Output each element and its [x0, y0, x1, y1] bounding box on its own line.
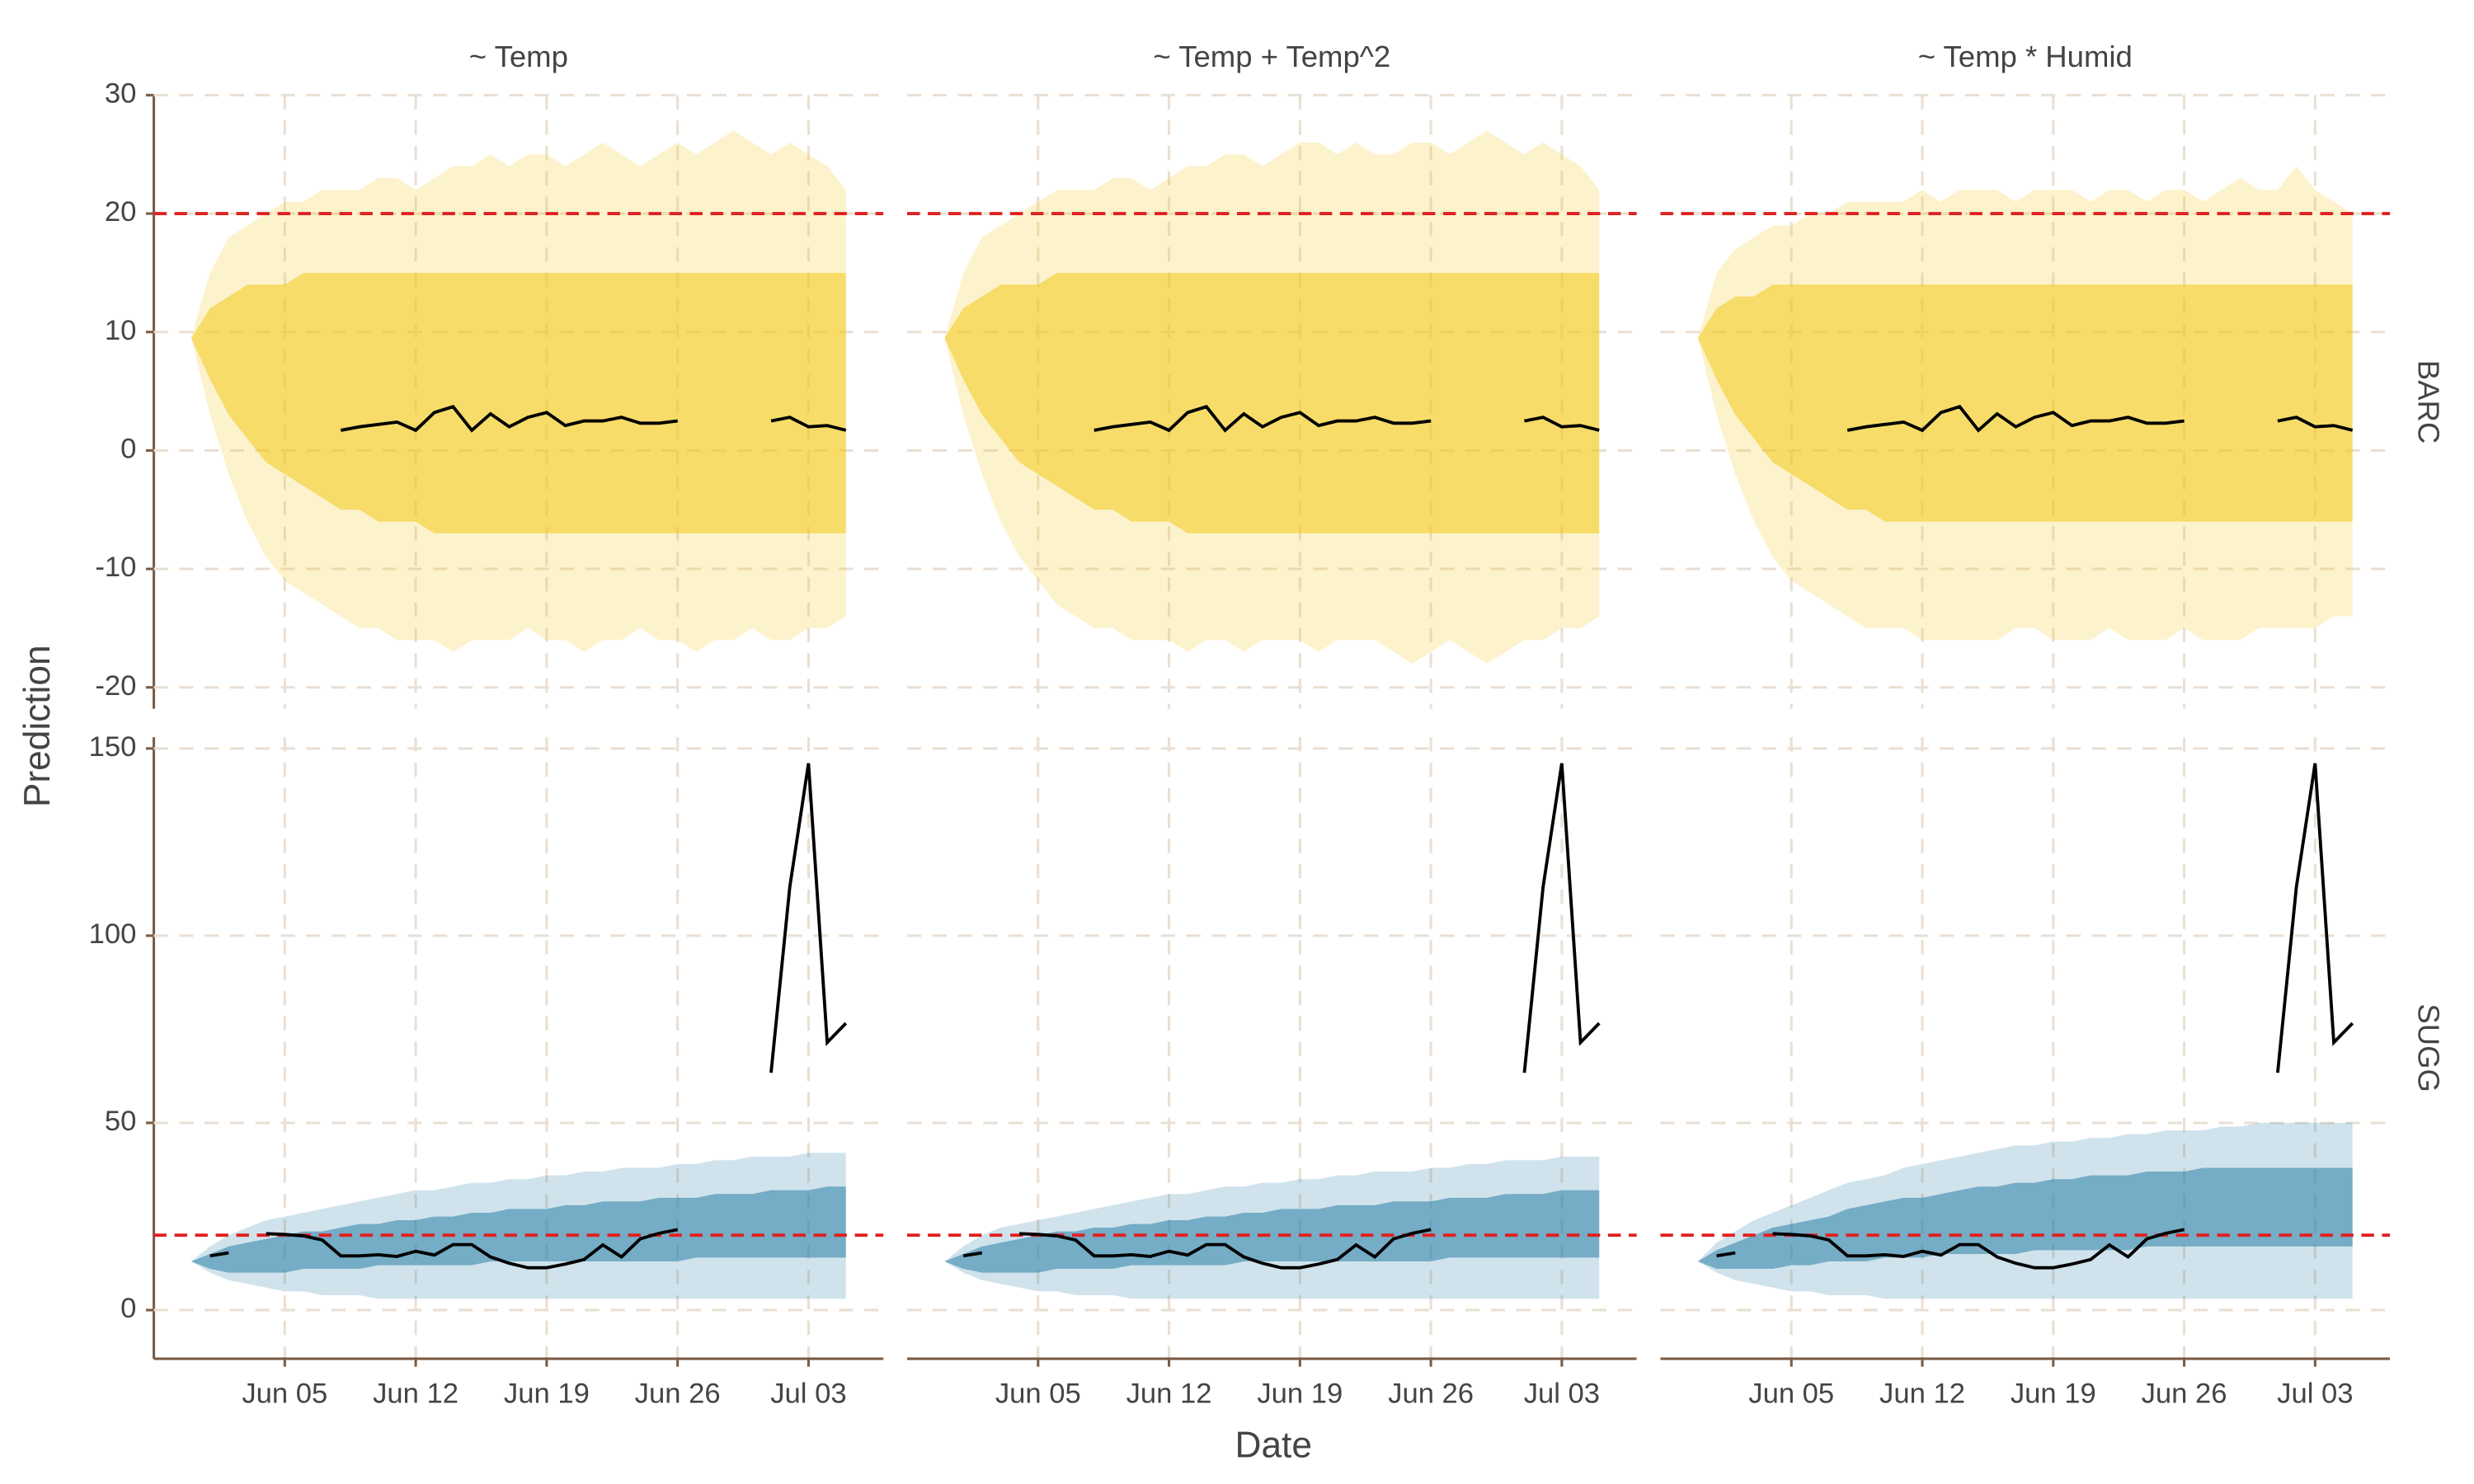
x-tick-label: Jun 26 — [1388, 1378, 1474, 1409]
y-tick-label: -20 — [95, 670, 136, 702]
y-tick-label: 0 — [120, 1293, 136, 1324]
y-tick-label: 0 — [120, 434, 136, 465]
y-tick-label: 100 — [89, 918, 137, 950]
observed-line — [1716, 763, 2354, 1270]
x-tick-label: Jul 03 — [2277, 1378, 2353, 1409]
observed-line — [1094, 405, 1600, 433]
y-tick-label: 20 — [105, 196, 137, 228]
facet-row-label: SUGG — [2412, 1003, 2446, 1092]
x-axis-label: Date — [1235, 1425, 1312, 1465]
x-tick-label: Jun 12 — [1879, 1378, 1965, 1409]
x-tick-label: Jun 26 — [2142, 1378, 2227, 1409]
ensemble-band — [190, 272, 846, 533]
x-tick-label: Jul 03 — [1524, 1378, 1600, 1409]
x-tick-label: Jun 12 — [1126, 1378, 1212, 1409]
x-tick-label: Jun 19 — [504, 1378, 590, 1409]
facet-title: ~ Temp + Temp^2 — [1153, 40, 1390, 73]
observed-line — [209, 763, 848, 1270]
x-tick-label: Jun 05 — [242, 1378, 327, 1409]
y-tick-label: 10 — [105, 315, 137, 346]
y-tick-label: 50 — [105, 1106, 137, 1137]
x-tick-label: Jun 19 — [1257, 1378, 1343, 1409]
ensemble-band — [1697, 1167, 2353, 1270]
y-tick-label: 30 — [105, 78, 137, 110]
observed-line — [1846, 405, 2354, 433]
ensemble-band — [190, 1186, 846, 1273]
x-tick-label: Jul 03 — [770, 1378, 846, 1409]
y-tick-label: 150 — [89, 731, 137, 763]
x-tick-label: Jun 05 — [1748, 1378, 1834, 1409]
y-tick-label: -10 — [95, 552, 136, 583]
ensemble-band — [944, 272, 1600, 533]
facet-title: ~ Temp — [469, 40, 568, 73]
observed-line — [340, 405, 847, 433]
ensemble-band — [944, 1190, 1600, 1273]
x-tick-label: Jun 19 — [2011, 1378, 2096, 1409]
x-tick-label: Jun 12 — [373, 1378, 459, 1409]
y-axis-label: Prediction — [17, 645, 58, 807]
x-tick-label: Jun 05 — [995, 1378, 1081, 1409]
observed-line — [962, 763, 1601, 1270]
facet-row-label: BARC — [2412, 360, 2446, 444]
facet-title: ~ Temp * Humid — [1918, 40, 2133, 73]
x-tick-label: Jun 26 — [635, 1378, 721, 1409]
ensemble-band — [1697, 284, 2353, 522]
